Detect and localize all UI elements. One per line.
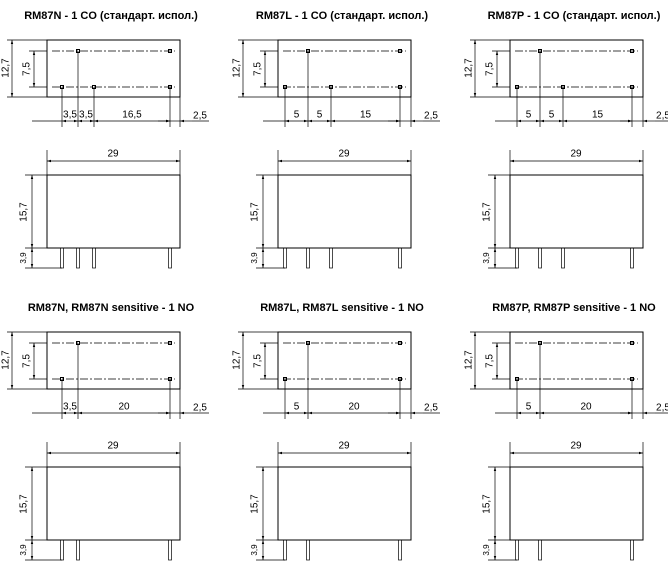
dim-label: 3,9: [19, 252, 28, 264]
dim-label: 2,5: [193, 403, 207, 414]
pin-leg: [538, 539, 542, 561]
dim-label: 2,5: [424, 111, 438, 122]
pin-leg: [398, 539, 402, 561]
dim-label: 15,7: [482, 494, 493, 514]
dim-label: 15,7: [19, 202, 30, 222]
dim-label: 7,5: [253, 62, 264, 76]
pin-leg: [283, 247, 287, 269]
relay-top: [277, 331, 412, 390]
dim-label: 20: [580, 402, 592, 413]
relay-side: [277, 174, 412, 249]
dim-label: 7,5: [485, 62, 496, 76]
pin: [168, 49, 172, 53]
relay-side: [509, 466, 644, 541]
dim-label: 15,7: [482, 202, 493, 222]
pin-leg: [92, 247, 96, 269]
pin-leg: [306, 539, 310, 561]
dim-label: 7,5: [22, 354, 33, 368]
dim-label: 2,5: [193, 111, 207, 122]
pin-leg: [60, 539, 64, 561]
dim-label: 3,9: [482, 544, 491, 556]
dim-label: 12,7: [464, 350, 475, 370]
panel-title: RM87N - 1 CO (стандарт. испол.): [24, 10, 198, 22]
relay-top: [46, 39, 181, 98]
dim-label: 20: [348, 402, 360, 413]
dim-label: 12,7: [1, 350, 12, 370]
relay-top: [509, 331, 644, 390]
dim-label: 3,9: [19, 544, 28, 556]
dim-label: 3,9: [482, 252, 491, 264]
panel-title: RM87P - 1 CO (стандарт. испол.): [488, 10, 661, 22]
dim-label: 29: [570, 149, 582, 160]
pin-leg: [283, 539, 287, 561]
dim-label: 29: [338, 441, 350, 452]
dim-label: 12,7: [1, 58, 12, 78]
dim-label: 12,7: [464, 58, 475, 78]
dim-label: 20: [118, 402, 130, 413]
dim-label: 3,5: [79, 110, 93, 121]
pin-leg: [76, 247, 80, 269]
pin: [630, 341, 634, 345]
dim-label: 3,5: [63, 110, 77, 121]
pin-leg: [630, 247, 634, 269]
pin: [398, 341, 402, 345]
relay-top: [509, 39, 644, 98]
dim-label: 5: [294, 402, 300, 413]
relay-top: [46, 331, 181, 390]
dim-label: 15,7: [250, 494, 261, 514]
dim-label: 7,5: [253, 354, 264, 368]
relay-side: [46, 466, 181, 541]
dim-label: 3,9: [250, 544, 259, 556]
dim-label: 16,5: [122, 110, 142, 121]
dim-label: 5: [549, 110, 555, 121]
dim-label: 29: [338, 149, 350, 160]
dim-label: 7,5: [485, 354, 496, 368]
pin-leg: [515, 539, 519, 561]
relay-top: [277, 39, 412, 98]
dim-label: 29: [570, 441, 582, 452]
pin-leg: [168, 539, 172, 561]
dim-label: 3,5: [63, 402, 77, 413]
pin: [630, 49, 634, 53]
dim-label: 5: [294, 110, 300, 121]
panel-title: RM87N, RM87N sensitive - 1 NO: [28, 302, 195, 314]
pin-leg: [329, 247, 333, 269]
pin: [398, 49, 402, 53]
dim-label: 7,5: [22, 62, 33, 76]
dim-label: 15,7: [250, 202, 261, 222]
pin-leg: [538, 247, 542, 269]
dim-label: 15,7: [19, 494, 30, 514]
dim-label: 5: [526, 402, 532, 413]
dim-label: 29: [107, 149, 119, 160]
relay-side: [509, 174, 644, 249]
dim-label: 2,5: [656, 403, 668, 414]
dim-label: 12,7: [232, 350, 243, 370]
pin-leg: [60, 247, 64, 269]
relay-side: [277, 466, 412, 541]
dim-label: 5: [526, 110, 532, 121]
pin-leg: [306, 247, 310, 269]
dim-label: 5: [317, 110, 323, 121]
dim-label: 3,9: [250, 252, 259, 264]
pin-leg: [561, 247, 565, 269]
pin: [168, 341, 172, 345]
pin-leg: [76, 539, 80, 561]
pin-leg: [630, 539, 634, 561]
pin-leg: [168, 247, 172, 269]
pin-leg: [398, 247, 402, 269]
panel-title: RM87L - 1 CO (стандарт. испол.): [256, 10, 429, 22]
dim-label: 12,7: [232, 58, 243, 78]
panel-title: RM87P, RM87P sensitive - 1 NO: [492, 302, 656, 314]
panel-title: RM87L, RM87L sensitive - 1 NO: [260, 302, 424, 314]
dim-label: 15: [360, 110, 372, 121]
relay-side: [46, 174, 181, 249]
dim-label: 15: [592, 110, 604, 121]
dim-label: 29: [107, 441, 119, 452]
dim-label: 2,5: [656, 111, 668, 122]
pin-leg: [515, 247, 519, 269]
dim-label: 2,5: [424, 403, 438, 414]
